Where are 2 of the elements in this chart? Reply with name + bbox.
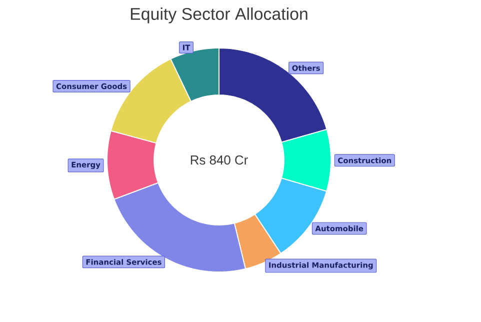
- chart-title: Equity Sector Allocation: [130, 8, 308, 24]
- text: Rs 840 Cr: [190, 155, 248, 165]
